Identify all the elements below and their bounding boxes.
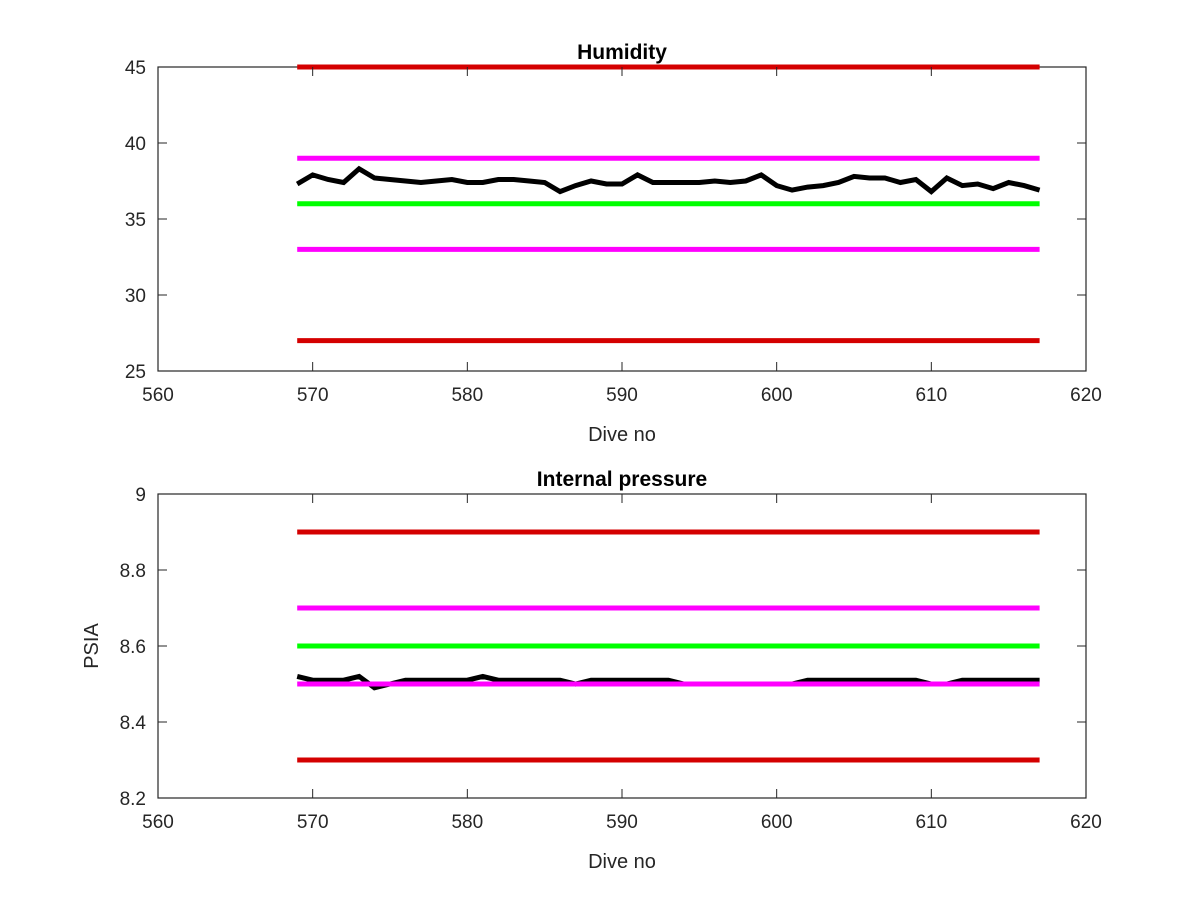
chart-0-y-tick-label-4: 45 bbox=[125, 58, 146, 79]
chart-1-y-tick-label-0: 8.2 bbox=[120, 789, 146, 810]
chart-1-y-axis-label: PSIA bbox=[81, 623, 103, 669]
chart-1-x-tick-label-4: 600 bbox=[761, 812, 793, 833]
chart-1-x-tick-label-6: 620 bbox=[1070, 812, 1102, 833]
chart-0-x-axis-label: Dive no bbox=[588, 424, 656, 446]
chart-0-y-tick-label-0: 25 bbox=[125, 362, 146, 383]
chart-1-series-line-0 bbox=[296, 673, 1040, 691]
chart-1-y-tick-label-1: 8.4 bbox=[120, 713, 147, 734]
chart-1-y-tick-label-2: 8.6 bbox=[120, 637, 146, 658]
chart-1-y-tick-label-3: 8.8 bbox=[120, 561, 146, 582]
chart-0-title: Humidity bbox=[577, 41, 667, 64]
chart-1-x-axis-label: Dive no bbox=[588, 851, 656, 873]
chart-1-y-tick-label-4: 9 bbox=[135, 485, 146, 506]
chart-0-x-tick-label-3: 590 bbox=[606, 385, 638, 406]
chart-1-x-tick-label-2: 580 bbox=[451, 812, 483, 833]
chart-1-x-tick-label-1: 570 bbox=[297, 812, 329, 833]
chart-0-y-tick-label-2: 35 bbox=[125, 210, 146, 231]
chart-1-title: Internal pressure bbox=[537, 468, 707, 491]
humidity-axes: 560 570 580 590 600 610 620 25 30 35 40 45 Humidity D… bbox=[125, 41, 1102, 446]
chart-1-x-tick-label-3: 590 bbox=[606, 812, 638, 833]
chart-0-x-tick-label-2: 580 bbox=[451, 385, 483, 406]
chart-0-x-tick-label-0: 560 bbox=[142, 385, 174, 406]
chart-0-x-tick-label-6: 620 bbox=[1070, 385, 1102, 406]
chart-0-series-line-0 bbox=[295, 165, 1041, 195]
chart-1-x-tick-label-5: 610 bbox=[915, 812, 947, 833]
chart-1-x-tick-label-0: 560 bbox=[142, 812, 174, 833]
chart-0-x-tick-label-5: 610 bbox=[915, 385, 947, 406]
chart-0-axes-box bbox=[157, 66, 1087, 372]
chart-0-y-tick-label-1: 30 bbox=[125, 286, 146, 307]
chart-0-x-tick-label-4: 600 bbox=[761, 385, 793, 406]
chart-0-y-tick-label-3: 40 bbox=[125, 134, 146, 155]
internal-pressure-axes: 560 570 580 590 600 610 620 8.2 8.4 8.6 8.8 9 Intern… bbox=[81, 468, 1102, 873]
chart-0-x-tick-label-1: 570 bbox=[297, 385, 329, 406]
